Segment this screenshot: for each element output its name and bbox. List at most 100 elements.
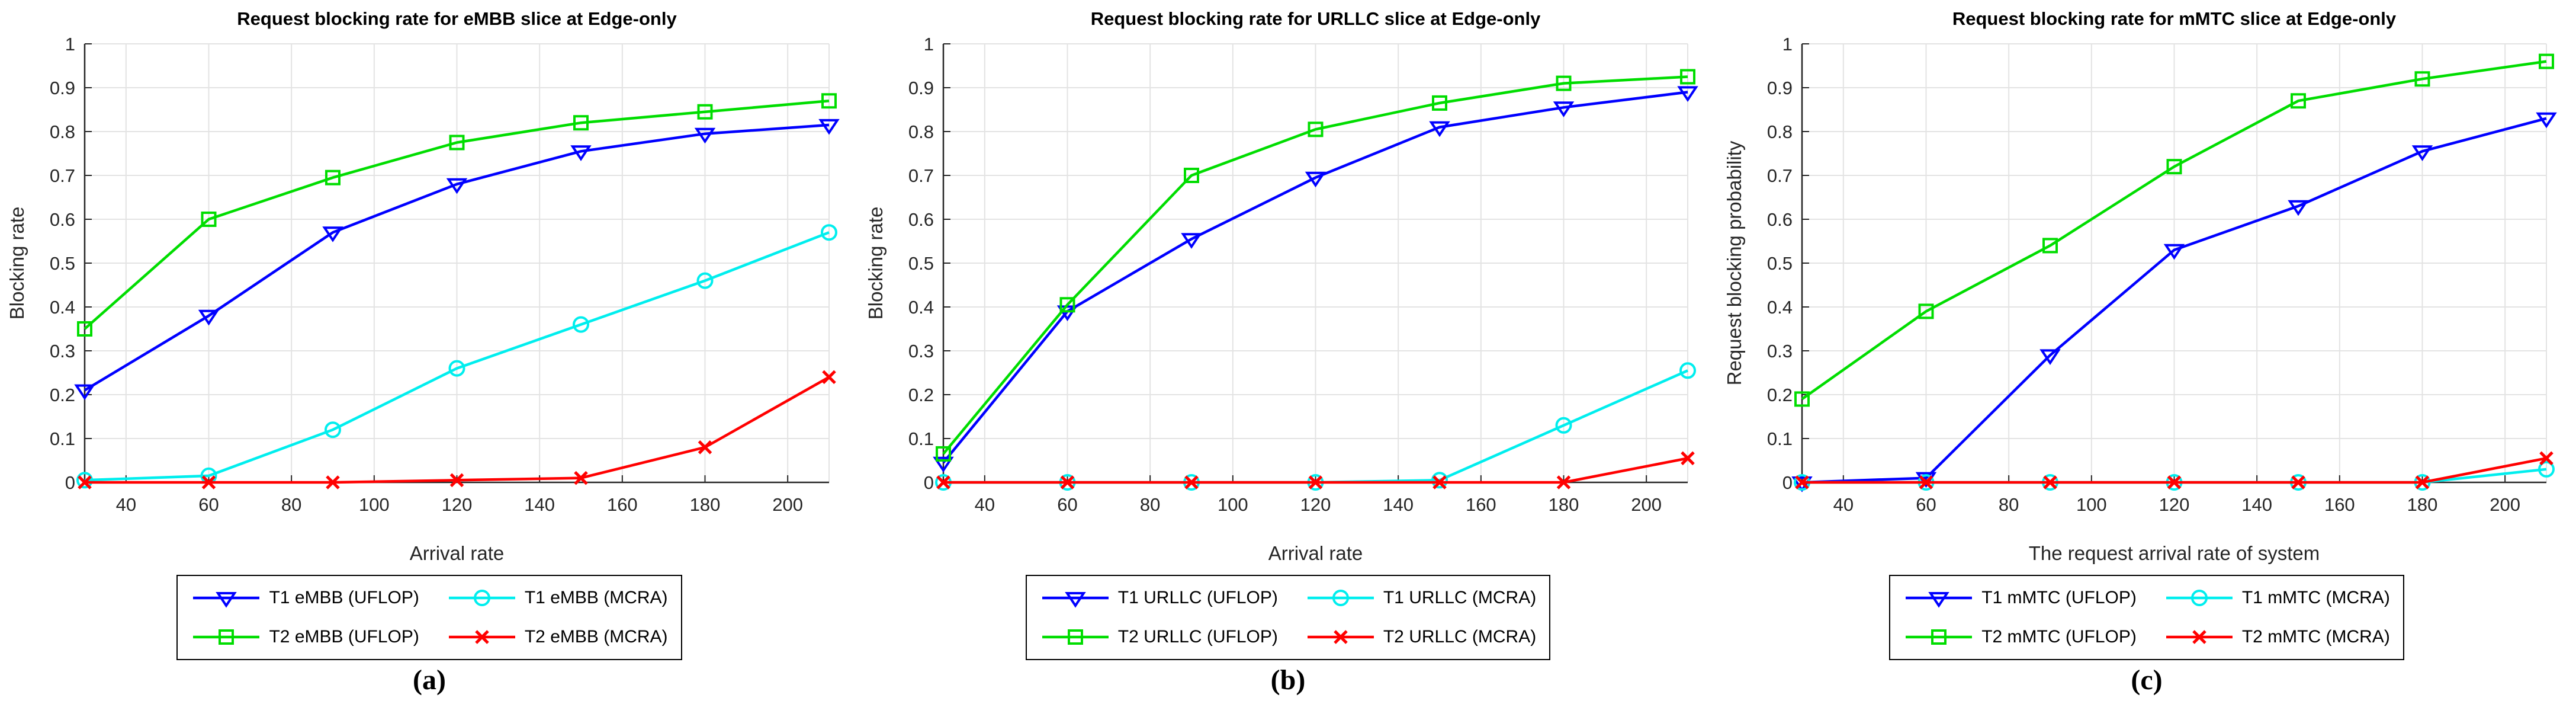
y-tick-label: 0.3 <box>908 341 934 361</box>
x-tick-label: 120 <box>1300 494 1331 515</box>
legend-sample <box>1042 629 1109 645</box>
y-tick-label: 0.3 <box>1767 341 1793 361</box>
square-marker <box>1556 75 1572 91</box>
series-t2-mmtc-mcra <box>1795 451 2553 489</box>
legend-box: T1 mMTC (UFLOP) T1 mMTC (MCRA) T2 mMTC (UF… <box>1889 575 2404 660</box>
x-marker <box>1919 475 1933 489</box>
x-marker <box>1060 475 1075 489</box>
axis-text: 40 60 80 100 120 140 160 180 200 0 0.1 0.2 0.3 0.4 0.5… <box>908 34 1662 515</box>
square-marker <box>697 104 713 120</box>
x-marker <box>326 475 340 489</box>
grid <box>85 43 830 482</box>
y-tick-label: 0 <box>65 472 75 493</box>
square-marker <box>1794 391 1810 407</box>
y-tick-label: 0.6 <box>50 209 75 230</box>
subfigure-caption-label: (a) <box>413 664 446 696</box>
series-t2-embb-mcra <box>78 370 836 489</box>
legend-label: T2 eMBB (UFLOP) <box>269 627 419 647</box>
legend-entry-t2-mmtc-mcra: T2 mMTC (MCRA) <box>2164 617 2390 657</box>
x-marker <box>2539 451 2553 466</box>
line-chart-mmtc: 40 60 80 100 120 140 160 180 200 0 0.1 0.2 0.3 0.4 0.5… <box>1723 8 2557 564</box>
y-axis-label: Blocking rate <box>865 207 886 320</box>
y-tick-label: 0.7 <box>1767 165 1793 186</box>
series-t1-mmtc-uflop <box>1791 112 2557 492</box>
y-tick-label: 1 <box>1782 34 1793 55</box>
x-marker <box>2415 475 2430 489</box>
y-tick-label: 0 <box>924 472 934 493</box>
chart-title: Request blocking rate for URLLC slice at… <box>1091 8 1541 29</box>
legend-entry-t2-urllc-mcra: T2 URLLC (MCRA) <box>1305 617 1536 657</box>
y-tick-label: 0.9 <box>50 78 75 98</box>
series-t2-embb-uflop <box>77 93 837 337</box>
x-marker <box>78 475 92 489</box>
triangle-down-marker <box>1553 101 1575 117</box>
triangle-down-marker <box>74 384 95 401</box>
y-tick-label: 0.2 <box>908 385 934 405</box>
series-line-t1-embb-uflop <box>83 123 830 392</box>
x-tick-label: 60 <box>1916 494 1936 515</box>
x-tick-label: 200 <box>2490 494 2520 515</box>
square-marker <box>1067 629 1083 645</box>
x-tick-label: 80 <box>1999 494 2019 515</box>
x-tick-label: 80 <box>281 494 301 515</box>
y-tick-label: 0.6 <box>908 209 934 230</box>
legend-entry-t2-embb-uflop: T2 eMBB (UFLOP) <box>191 617 419 657</box>
y-tick-label: 1 <box>65 34 75 55</box>
circle-marker <box>325 421 341 439</box>
x-marker <box>698 440 712 455</box>
grid <box>1802 43 2547 482</box>
x-tick-label: 120 <box>2159 494 2190 515</box>
legend-entry-t1-mmtc-uflop: T1 mMTC (UFLOP) <box>1903 578 2137 617</box>
y-axis-label: Blocking rate <box>6 207 28 320</box>
y-tick-label: 0.9 <box>1767 78 1793 98</box>
x-tick-label: 140 <box>2241 494 2272 515</box>
triangle-down-marker <box>2288 200 2309 216</box>
triangle-down-marker <box>2163 244 2185 260</box>
triangle-down-marker <box>2411 145 2433 161</box>
square-marker <box>77 321 92 337</box>
x-marker <box>1681 451 1695 466</box>
circle-marker <box>696 272 714 289</box>
x-tick-label: 180 <box>690 494 721 515</box>
x-tick-label: 80 <box>1140 494 1160 515</box>
grid <box>943 43 1688 482</box>
x-tick-label: 100 <box>1218 494 1248 515</box>
square-marker <box>1918 303 1934 319</box>
y-tick-label: 0.1 <box>50 428 75 449</box>
x-marker <box>822 370 836 385</box>
x-marker <box>2192 630 2206 644</box>
square-marker <box>201 212 217 227</box>
x-tick-label: 200 <box>772 494 803 515</box>
x-axis-label: Arrival rate <box>410 542 505 564</box>
circle-marker <box>821 224 837 241</box>
y-tick-label: 0.1 <box>908 428 934 449</box>
series-line-t1-mmtc-uflop <box>1801 117 2547 484</box>
x-marker <box>1184 475 1199 489</box>
legend-sample <box>1307 630 1374 644</box>
triangle-down-marker <box>1305 171 1326 188</box>
y-tick-label: 0.7 <box>50 165 75 186</box>
y-tick-label: 0.5 <box>1767 253 1793 274</box>
circle-marker <box>573 316 589 333</box>
triangle-down-marker <box>446 178 468 194</box>
series-t2-urllc-mcra <box>936 451 1695 489</box>
y-tick-label: 0.8 <box>50 121 75 142</box>
x-marker <box>449 473 464 488</box>
square-marker <box>1931 629 1947 645</box>
legend-entry-t2-urllc-uflop: T2 URLLC (UFLOP) <box>1040 617 1278 657</box>
subfigure-caption: (a) <box>413 664 446 696</box>
square-marker <box>2166 159 2182 175</box>
triangle-down-marker <box>1791 476 1813 492</box>
x-marker <box>475 630 489 644</box>
legend-entry-t1-embb-uflop: T1 eMBB (UFLOP) <box>191 578 419 617</box>
circle-marker <box>1679 362 1696 379</box>
subfigure-caption: (b) <box>1271 664 1306 696</box>
triangle-down-marker <box>570 145 592 161</box>
legend-sample <box>193 629 260 645</box>
x-marker <box>2167 475 2182 489</box>
legend-box: T1 eMBB (UFLOP) T1 eMBB (MCRA) T2 eMBB (UF… <box>176 575 682 660</box>
axis-text: 40 60 80 100 120 140 160 180 200 0 0.1 0.2 0.3 0.4 0.5… <box>1767 34 2520 515</box>
chart-panel-urllc: 40 60 80 100 120 140 160 180 200 0 0.1 0.2 0.3 0.4 0.5… <box>859 0 1717 720</box>
square-marker <box>1184 168 1199 183</box>
